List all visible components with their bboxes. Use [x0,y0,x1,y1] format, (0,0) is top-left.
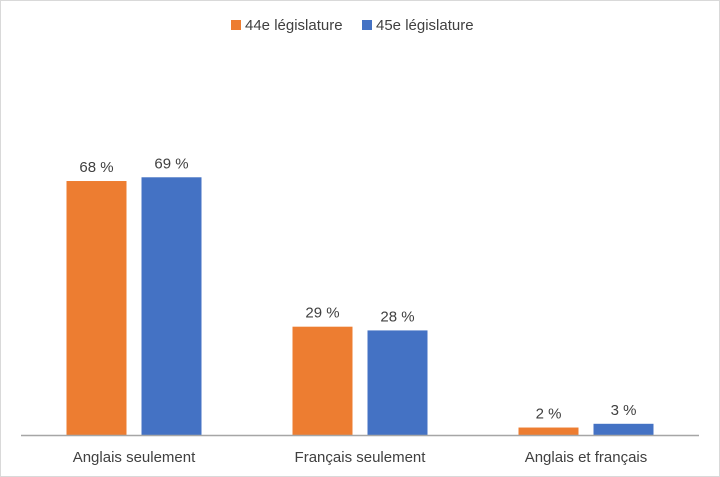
bar [292,326,353,435]
legend: 44e législature 45e législature [231,17,474,34]
data-label: 68 % [79,159,113,176]
legend-swatch [231,20,241,30]
bar [593,423,654,435]
x-tick-label: Anglais et français [525,449,648,466]
x-axis-tick-labels: Anglais seulement Français seulement Angla… [73,449,648,466]
data-label: 3 % [611,402,637,419]
data-label: 69 % [154,155,188,172]
bar [518,427,579,435]
data-labels: 68 % 69 % 29 % 28 % 2 % 3 % [79,155,636,422]
x-tick-label: Français seulement [295,449,427,466]
data-label: 2 % [536,406,562,423]
legend-label: 44e législature [245,17,343,34]
data-label: 28 % [380,308,414,325]
bar [367,330,428,435]
bar [66,181,127,435]
bars [66,177,654,435]
legend-label: 45e législature [376,17,474,34]
data-label: 29 % [305,305,339,322]
x-tick-label: Anglais seulement [73,449,196,466]
legend-swatch [362,20,372,30]
bar [141,177,202,435]
